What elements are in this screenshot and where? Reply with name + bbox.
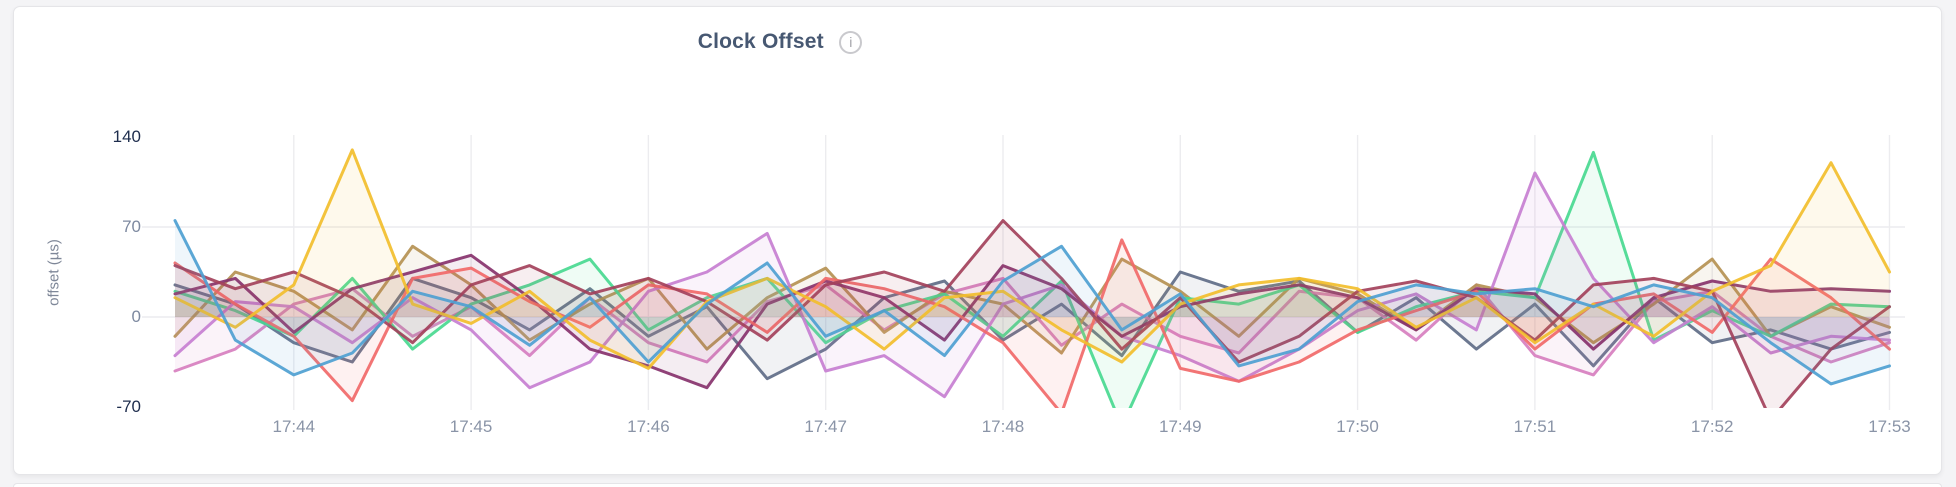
chart-header: Clock Offset i: [0, 30, 1560, 54]
y-tick-label: 0: [131, 307, 141, 326]
series-line: [173, 244, 1891, 355]
series-line: [173, 171, 1891, 399]
series-group: [173, 148, 1891, 408]
series-area: [175, 173, 1890, 397]
x-tick-label: 17:47: [804, 417, 847, 436]
chart-title: Clock Offset: [697, 30, 824, 53]
y-axis-title: offset (µs): [45, 239, 63, 306]
series-area: [175, 220, 1890, 408]
x-tick-label: 17:51: [1513, 417, 1557, 436]
series-area: [175, 220, 1890, 384]
info-icon[interactable]: i: [839, 30, 863, 54]
x-tick-label: 17:49: [1159, 417, 1202, 436]
y-tick-label: 140: [112, 127, 141, 146]
y-tick-label: -70: [116, 397, 141, 416]
series-line: [173, 148, 1891, 370]
series-area: [175, 149, 1890, 369]
x-tick-label: 17:48: [981, 417, 1025, 436]
x-tick-label: 17:53: [1868, 417, 1911, 436]
series-area: [175, 239, 1890, 408]
series-area: [175, 255, 1890, 388]
y-tick-label: 70: [122, 217, 141, 236]
x-tick-label: 17:50: [1336, 417, 1379, 436]
series-line: [173, 219, 1891, 386]
x-tick-label: 17:44: [272, 417, 316, 436]
series-line: [173, 219, 1891, 408]
series-area: [175, 152, 1890, 408]
next-card-top-edge: [13, 483, 1942, 487]
x-tick-label: 17:46: [627, 417, 670, 436]
x-tick-label: 17:45: [449, 417, 493, 436]
series-area: [175, 278, 1890, 375]
series-line: [173, 150, 1891, 408]
series-line: [173, 253, 1891, 390]
x-tick-label: 17:52: [1690, 417, 1734, 436]
info-icon-glyph: i: [849, 33, 853, 50]
